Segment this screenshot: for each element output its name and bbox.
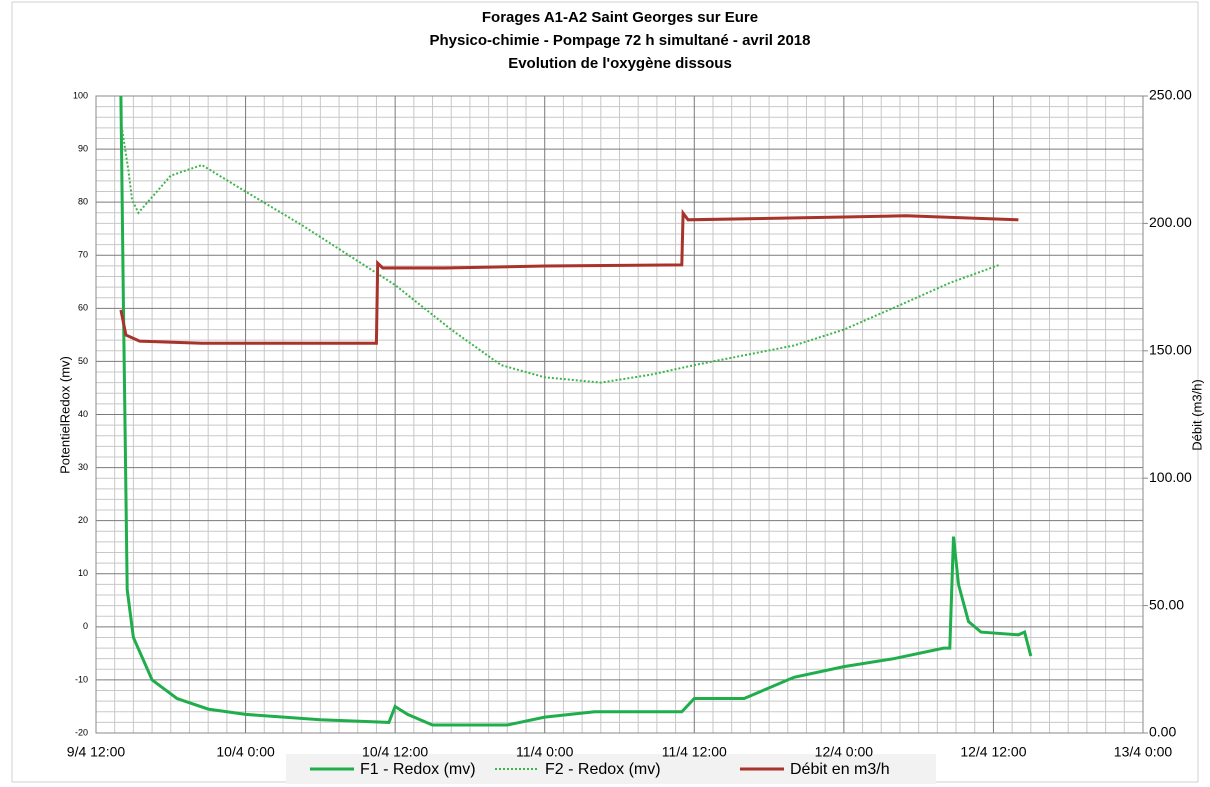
- y2-axis-label: Débit (m3/h): [1189, 379, 1204, 451]
- legend-label: Débit en m3/h: [790, 761, 890, 778]
- y-tick-label: -10: [75, 674, 88, 684]
- y2-tick-label: 250.00: [1149, 87, 1192, 103]
- y-tick-label: 90: [78, 143, 88, 153]
- x-tick-label: 9/4 12:00: [67, 744, 126, 760]
- chart-title: Forages A1-A2 Saint Georges sur Eure: [482, 9, 758, 26]
- y-tick-label: 20: [78, 515, 88, 525]
- legend-box: [286, 754, 936, 784]
- y-tick-label: 50: [78, 356, 88, 366]
- y2-tick-label: 150.00: [1149, 342, 1192, 358]
- y-tick-label: 80: [78, 197, 88, 207]
- y-axis-label: PotentielRedox (mv): [57, 356, 72, 474]
- x-tick-label: 11/4 12:00: [662, 744, 727, 760]
- x-tick-label: 10/4 12:00: [362, 744, 428, 760]
- x-tick-label: 11/4 0:00: [516, 744, 574, 760]
- chart-subtitle: Evolution de l'oxygène dissous: [508, 55, 732, 72]
- series-line: [121, 129, 1001, 384]
- legend-label: F2 - Redox (mv): [545, 761, 661, 778]
- y-tick-label: 30: [78, 462, 88, 472]
- y-tick-label: 70: [78, 250, 88, 260]
- y-tick-label: 40: [78, 409, 88, 419]
- y-tick-label: 10: [78, 568, 88, 578]
- y-tick-label: 0: [83, 621, 88, 631]
- chart-subtitle: Physico-chimie - Pompage 72 h simultané …: [430, 32, 811, 49]
- x-tick-label: 10/4 0:00: [216, 744, 275, 760]
- series-line: [119, 208, 1019, 345]
- legend-label: F1 - Redox (mv): [360, 761, 476, 778]
- series-line: [119, 95, 1033, 727]
- y-tick-label: 60: [78, 303, 88, 313]
- x-tick-label: 12/4 0:00: [815, 744, 874, 760]
- y2-tick-label: 200.00: [1149, 214, 1192, 230]
- y2-tick-label: 100.00: [1149, 469, 1192, 485]
- plot-frame: [95, 95, 1144, 734]
- x-tick-label: 12/4 12:00: [960, 744, 1026, 760]
- y2-tick-label: 0.00: [1149, 724, 1176, 740]
- y-tick-label: -20: [75, 727, 88, 737]
- y-tick-label: 100: [73, 90, 88, 100]
- x-tick-label: 13/4 0:00: [1114, 744, 1173, 760]
- y2-tick-label: 50.00: [1149, 596, 1184, 612]
